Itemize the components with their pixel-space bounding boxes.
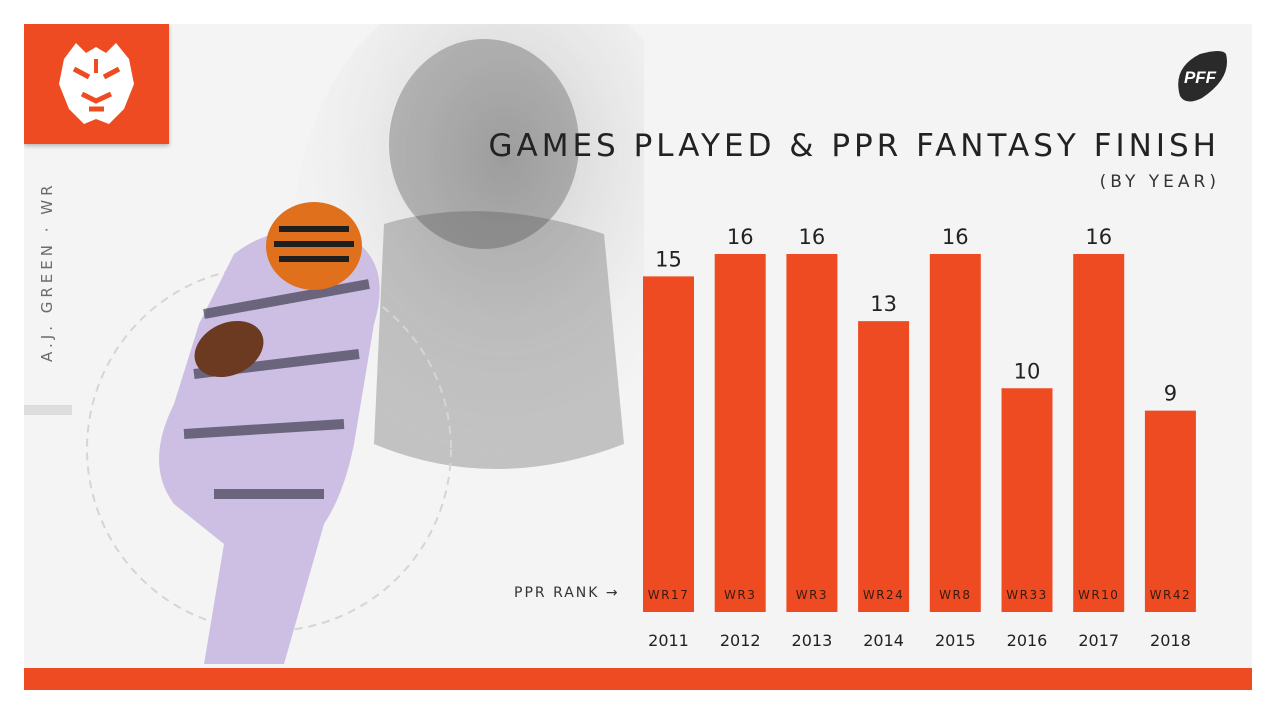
bar [1144, 410, 1196, 612]
x-tick-label: 2012 [720, 631, 761, 650]
main-player-image [159, 202, 380, 664]
bar [929, 254, 981, 612]
bar-rank-label: WR8 [939, 588, 971, 602]
bar-rank-label: WR33 [1006, 588, 1047, 602]
ppr-rank-label: PPR RANK [514, 585, 600, 601]
ghost-player-image [294, 24, 644, 494]
bar-rank-label: WR24 [863, 588, 904, 602]
x-tick-label: 2014 [863, 631, 904, 650]
chart-subtitle: (BY YEAR) [1099, 172, 1220, 192]
bar-chart: 15 WR17 2011 16 WR3 2012 16 WR3 2013 13 WR24 2014 16… [643, 225, 1196, 650]
x-tick-label: 2016 [1007, 631, 1048, 650]
x-tick-label: 2013 [792, 631, 833, 650]
player-photo [86, 24, 644, 664]
bar-value-label: 10 [1014, 359, 1041, 383]
bar-value-label: 15 [655, 247, 682, 271]
x-tick-label: 2018 [1150, 631, 1191, 650]
bottom-accent-bar [24, 668, 1252, 690]
bar [1001, 388, 1053, 612]
infographic-card: A.J. GREEN · WR PFF GAMES PLAYED & PPR F… [24, 24, 1252, 690]
bar-value-label: 16 [942, 225, 969, 249]
x-tick-label: 2011 [648, 631, 689, 650]
bar [643, 276, 694, 612]
x-tick-label: 2015 [935, 631, 976, 650]
chart-title: GAMES PLAYED & PPR FANTASY FINISH [488, 128, 1220, 164]
pff-logo-text: PFF [1184, 68, 1217, 87]
bar-value-label: 13 [870, 292, 897, 316]
arrow-right-icon: → [605, 585, 620, 601]
bar [786, 254, 838, 612]
tiger-head-icon [59, 43, 134, 124]
bar-value-label: 16 [1085, 225, 1112, 249]
team-logo [24, 24, 169, 144]
bar-rank-label: WR3 [724, 588, 756, 602]
bar [1073, 254, 1125, 612]
bar-rank-label: WR10 [1078, 588, 1119, 602]
bar-value-label: 9 [1164, 382, 1177, 406]
bar [858, 321, 910, 612]
bar [714, 254, 766, 612]
bar-value-label: 16 [727, 225, 754, 249]
football-icon [1178, 51, 1227, 102]
divider [24, 405, 72, 415]
ppr-rank-legend: PPR RANK → [514, 585, 620, 601]
x-tick-label: 2017 [1078, 631, 1119, 650]
pff-logo: PFF [1178, 51, 1227, 102]
bar-value-label: 16 [799, 225, 826, 249]
bar-rank-label: WR3 [796, 588, 828, 602]
bar-rank-label: WR17 [648, 588, 689, 602]
bar-rank-label: WR42 [1150, 588, 1191, 602]
